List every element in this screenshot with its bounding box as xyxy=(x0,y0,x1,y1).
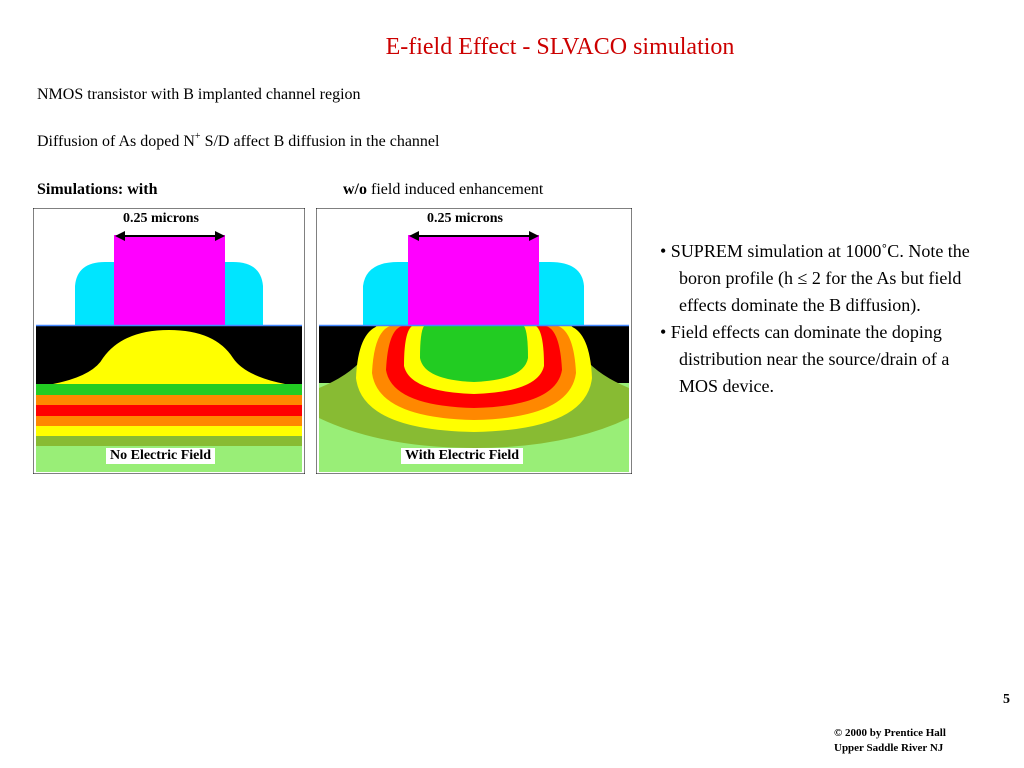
wo-label: w/o xyxy=(343,181,367,198)
diffusion-text-pre: Diffusion of As doped N xyxy=(37,133,195,150)
n-plus-superscript: + xyxy=(194,131,201,142)
simulation-panel-with-field: 0.25 microns With Electric Field xyxy=(316,208,632,474)
slide-title: E-field Effect - SLVACO simulation xyxy=(385,34,735,60)
no-field-label: No Electric Field xyxy=(106,448,216,464)
nmos-description: NMOS transistor with B implanted channel… xyxy=(37,86,361,103)
diffusion-text-post: S/D affect B diffusion in the channel xyxy=(200,133,440,150)
bullet-suprem: • SUPREM simulation at 1000˚C. Note the … xyxy=(660,241,970,315)
copyright-line-2: Upper Saddle River NJ xyxy=(834,742,944,754)
simulations-heading: Simulations: with xyxy=(37,181,157,199)
with-field-simulation-image xyxy=(316,208,632,474)
with-field-label: With Electric Field xyxy=(401,448,524,464)
diffusion-description: Diffusion of As doped N+ S/D affect B di… xyxy=(37,131,440,151)
without-field-heading: w/o field induced enhancement xyxy=(343,181,543,199)
wo-rest-label: field induced enhancement xyxy=(367,181,544,198)
copyright-line-1: © 2000 by Prentice Hall xyxy=(834,727,946,739)
simulation-panel-no-field: 0.25 microns No Electric Field xyxy=(33,208,305,474)
no-field-simulation-image xyxy=(33,208,305,474)
simulations-with-label: Simulations: with xyxy=(37,181,158,198)
copyright: © 2000 by Prentice Hall Upper Saddle Riv… xyxy=(834,726,946,756)
gate-length-label: 0.25 microns xyxy=(427,211,503,226)
gate-length-label: 0.25 microns xyxy=(123,211,199,226)
bullet-field-effects: • Field effects can dominate the doping … xyxy=(660,322,950,396)
bullet-list: • SUPREM simulation at 1000˚C. Note the … xyxy=(660,238,990,400)
page-number: 5 xyxy=(1003,692,1010,707)
